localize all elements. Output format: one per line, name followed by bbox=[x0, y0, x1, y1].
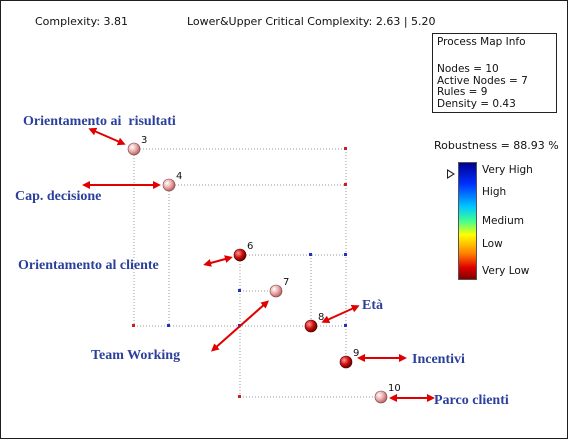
label-cap-decisione: Cap. decisione bbox=[15, 189, 101, 204]
node-circle bbox=[233, 248, 247, 262]
node-circle bbox=[339, 355, 353, 369]
scale-label-very-high: Very High bbox=[482, 164, 533, 176]
node-number: 10 bbox=[388, 383, 401, 394]
label-eta: Età bbox=[362, 298, 383, 313]
edge-dot bbox=[238, 289, 241, 292]
node-3: 3 bbox=[127, 135, 147, 156]
edge-dot bbox=[309, 253, 312, 256]
node-6: 6 bbox=[233, 241, 253, 262]
label-orientamento-risultati: Orientamento ai risultati bbox=[23, 114, 176, 129]
node-circle bbox=[304, 319, 318, 333]
node-9: 9 bbox=[339, 348, 359, 369]
info-density: Density = 0.43 bbox=[437, 97, 516, 110]
node-number: 3 bbox=[141, 135, 147, 146]
node-number: 7 bbox=[283, 277, 289, 288]
label-parco-clienti: Parco clienti bbox=[434, 393, 509, 408]
label-orientamento-cliente: Orientamento al cliente bbox=[18, 258, 159, 273]
edge-dot bbox=[238, 395, 241, 398]
edge-dot bbox=[167, 324, 170, 327]
arrow-team-working bbox=[211, 300, 269, 352]
node-number: 6 bbox=[247, 241, 253, 252]
node-number: 9 bbox=[353, 348, 359, 359]
node-circle bbox=[162, 178, 176, 192]
node-labels: Orientamento ai risultati Cap. decisione… bbox=[15, 114, 509, 408]
robustness-readout: Robustness = 88.93 % bbox=[434, 139, 559, 152]
critical-complexity-readout: Lower&Upper Critical Complexity: 2.63 | … bbox=[187, 15, 436, 28]
edge-dot bbox=[344, 183, 347, 186]
label-incentivi: Incentivi bbox=[412, 352, 465, 367]
edge-dot bbox=[344, 147, 347, 150]
node-number: 4 bbox=[176, 171, 182, 182]
arrow-eta bbox=[321, 305, 360, 323]
scale-label-very-low: Very Low bbox=[482, 265, 530, 277]
node-number: 8 bbox=[318, 312, 324, 323]
edge-dot bbox=[344, 324, 347, 327]
node-7: 7 bbox=[269, 277, 289, 298]
scale-label-high: High bbox=[482, 186, 507, 198]
robustness-color-scale bbox=[458, 162, 477, 280]
arrow-orientamento-risultati bbox=[88, 127, 126, 146]
node-4: 4 bbox=[162, 171, 182, 192]
arrow-orientamento-cliente bbox=[203, 255, 233, 267]
scale-label-low: Low bbox=[482, 238, 503, 250]
node-circle bbox=[374, 390, 388, 404]
info-nodes: Nodes = 10 bbox=[437, 63, 499, 75]
process-map-info-box: Process Map Info Nodes = 10 Active Nodes… bbox=[432, 33, 557, 113]
node-circle bbox=[269, 284, 283, 298]
label-team-working: Team Working bbox=[91, 348, 180, 363]
info-active-nodes: Active Nodes = 7 bbox=[437, 74, 528, 87]
annotation-arrows bbox=[82, 127, 435, 402]
complexity-readout: Complexity: 3.81 bbox=[35, 15, 129, 28]
edge-dot bbox=[132, 324, 135, 327]
info-title: Process Map Info bbox=[437, 36, 526, 48]
node-10: 10 bbox=[374, 383, 401, 404]
node-circle bbox=[127, 142, 141, 156]
edge-dot bbox=[344, 253, 347, 256]
robustness-pointer-icon bbox=[447, 169, 455, 179]
node-8: 8 bbox=[304, 312, 324, 333]
info-rules: Rules = 9 bbox=[437, 86, 488, 98]
scale-label-medium: Medium bbox=[482, 215, 524, 227]
